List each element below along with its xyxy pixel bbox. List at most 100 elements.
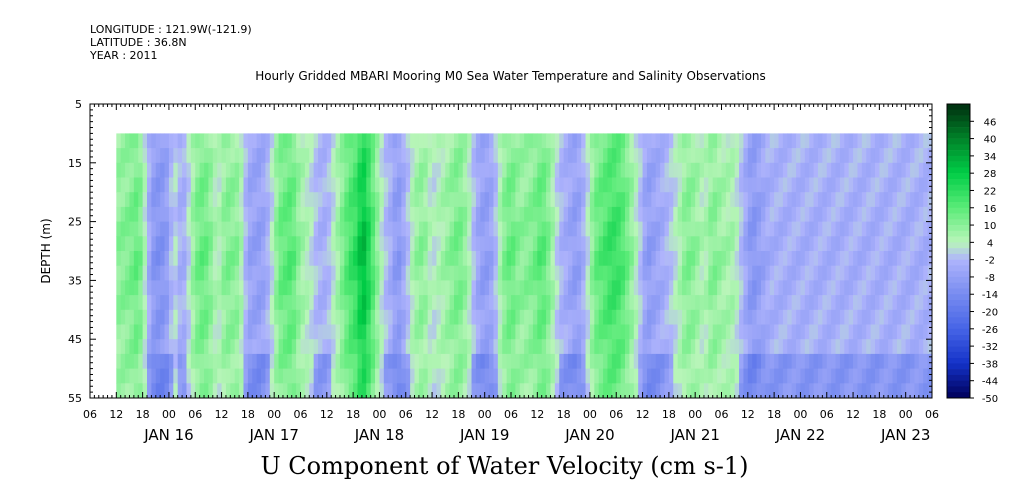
- heatmap-cell: [300, 221, 306, 237]
- heatmap-cell: [410, 177, 415, 193]
- heatmap-cell: [278, 309, 284, 325]
- heatmap-cell: [366, 339, 372, 355]
- heatmap-cell: [633, 265, 639, 281]
- colorbar-label: 22: [984, 186, 997, 197]
- heatmap-cell: [453, 339, 459, 355]
- heatmap-cell: [519, 251, 525, 267]
- heatmap-cell: [616, 162, 622, 178]
- x-tick-label: 12: [636, 408, 650, 421]
- heatmap-cell: [734, 339, 740, 355]
- heatmap-cell: [892, 162, 898, 178]
- heatmap-cell: [686, 148, 692, 164]
- heatmap-cell: [874, 295, 880, 311]
- heatmap-cell: [874, 162, 880, 178]
- heatmap-cell: [370, 324, 376, 340]
- heatmap-cell: [335, 251, 341, 267]
- heatmap-cell: [576, 265, 582, 281]
- heatmap-cell: [339, 339, 345, 355]
- heatmap-cell: [493, 236, 499, 252]
- heatmap-cell: [445, 162, 451, 178]
- heatmap-cell: [725, 162, 731, 178]
- heatmap-cell: [581, 295, 586, 311]
- heatmap-cell: [581, 383, 586, 398]
- heatmap-cell: [484, 192, 490, 208]
- heatmap-cell: [796, 148, 801, 164]
- heatmap-cell: [217, 236, 222, 252]
- heatmap-cell: [848, 148, 854, 164]
- heatmap-cell: [879, 133, 885, 149]
- heatmap-cell: [839, 221, 845, 237]
- heatmap-cell: [835, 177, 841, 193]
- heatmap-cell: [559, 177, 565, 193]
- heatmap-cell: [366, 295, 372, 311]
- heatmap-cell: [629, 280, 635, 296]
- heatmap-cell: [901, 221, 907, 237]
- heatmap-cell: [853, 133, 858, 149]
- heatmap-cell: [287, 177, 293, 193]
- heatmap-cell: [839, 133, 845, 149]
- heatmap-cell: [353, 192, 358, 208]
- heatmap-cell: [519, 133, 525, 149]
- heatmap-cell: [480, 251, 486, 267]
- heatmap-cell: [160, 265, 165, 281]
- heatmap-cell: [221, 353, 227, 369]
- heatmap-cell: [752, 177, 757, 193]
- heatmap-cell: [528, 221, 534, 237]
- heatmap-cell: [449, 251, 455, 267]
- heatmap-cell: [418, 221, 424, 237]
- heatmap-cell: [857, 192, 863, 208]
- heatmap-cell: [265, 251, 271, 267]
- heatmap-cell: [392, 236, 398, 252]
- heatmap-cell: [625, 221, 630, 237]
- heatmap-cell: [927, 133, 932, 149]
- heatmap-cell: [142, 236, 148, 252]
- heatmap-cell: [318, 236, 323, 252]
- heatmap-cell: [896, 295, 902, 311]
- x-tick-label: 12: [320, 408, 334, 421]
- heatmap-cell: [673, 133, 679, 149]
- x-tick-label: 06: [925, 408, 939, 421]
- heatmap-cell: [396, 162, 402, 178]
- heatmap-cell: [208, 177, 214, 193]
- heatmap-cell: [918, 206, 924, 222]
- heatmap-cell: [151, 265, 157, 281]
- heatmap-cell: [528, 324, 534, 340]
- heatmap-cell: [278, 162, 284, 178]
- heatmap-cell: [418, 206, 424, 222]
- heatmap-cell: [278, 177, 284, 193]
- heatmap-cell: [572, 162, 578, 178]
- heatmap-cell: [278, 192, 284, 208]
- heatmap-cell: [559, 280, 565, 296]
- heatmap-cell: [554, 221, 560, 237]
- heatmap-cell: [138, 206, 144, 222]
- heatmap-cell: [313, 368, 319, 384]
- heatmap-cell: [383, 133, 389, 149]
- colorbar-swatch: [947, 346, 970, 353]
- heatmap-cell: [348, 339, 354, 355]
- heatmap-cell: [839, 324, 845, 340]
- heatmap-cell: [410, 236, 415, 252]
- colorbar-swatch: [947, 202, 970, 209]
- heatmap-cell: [589, 368, 595, 384]
- heatmap-cell: [120, 206, 126, 222]
- heatmap-cell: [331, 324, 336, 340]
- heatmap-cell: [155, 383, 161, 398]
- heatmap-cell: [190, 148, 196, 164]
- heatmap-cell: [625, 309, 630, 325]
- heatmap-cell: [848, 192, 854, 208]
- heatmap-cell: [182, 251, 187, 267]
- heatmap-cell: [896, 324, 902, 340]
- heatmap-cell: [682, 324, 687, 340]
- heatmap-cell: [256, 133, 262, 149]
- heatmap-cell: [344, 177, 350, 193]
- heatmap-cell: [151, 309, 157, 325]
- heatmap-cell: [186, 251, 192, 267]
- heatmap-cell: [497, 192, 503, 208]
- heatmap-cell: [546, 206, 551, 222]
- heatmap-cell: [484, 162, 490, 178]
- heatmap-cell: [344, 383, 350, 398]
- heatmap-cell: [581, 133, 586, 149]
- heatmap-cell: [743, 192, 749, 208]
- heatmap-cell: [318, 309, 323, 325]
- heatmap-cell: [304, 192, 310, 208]
